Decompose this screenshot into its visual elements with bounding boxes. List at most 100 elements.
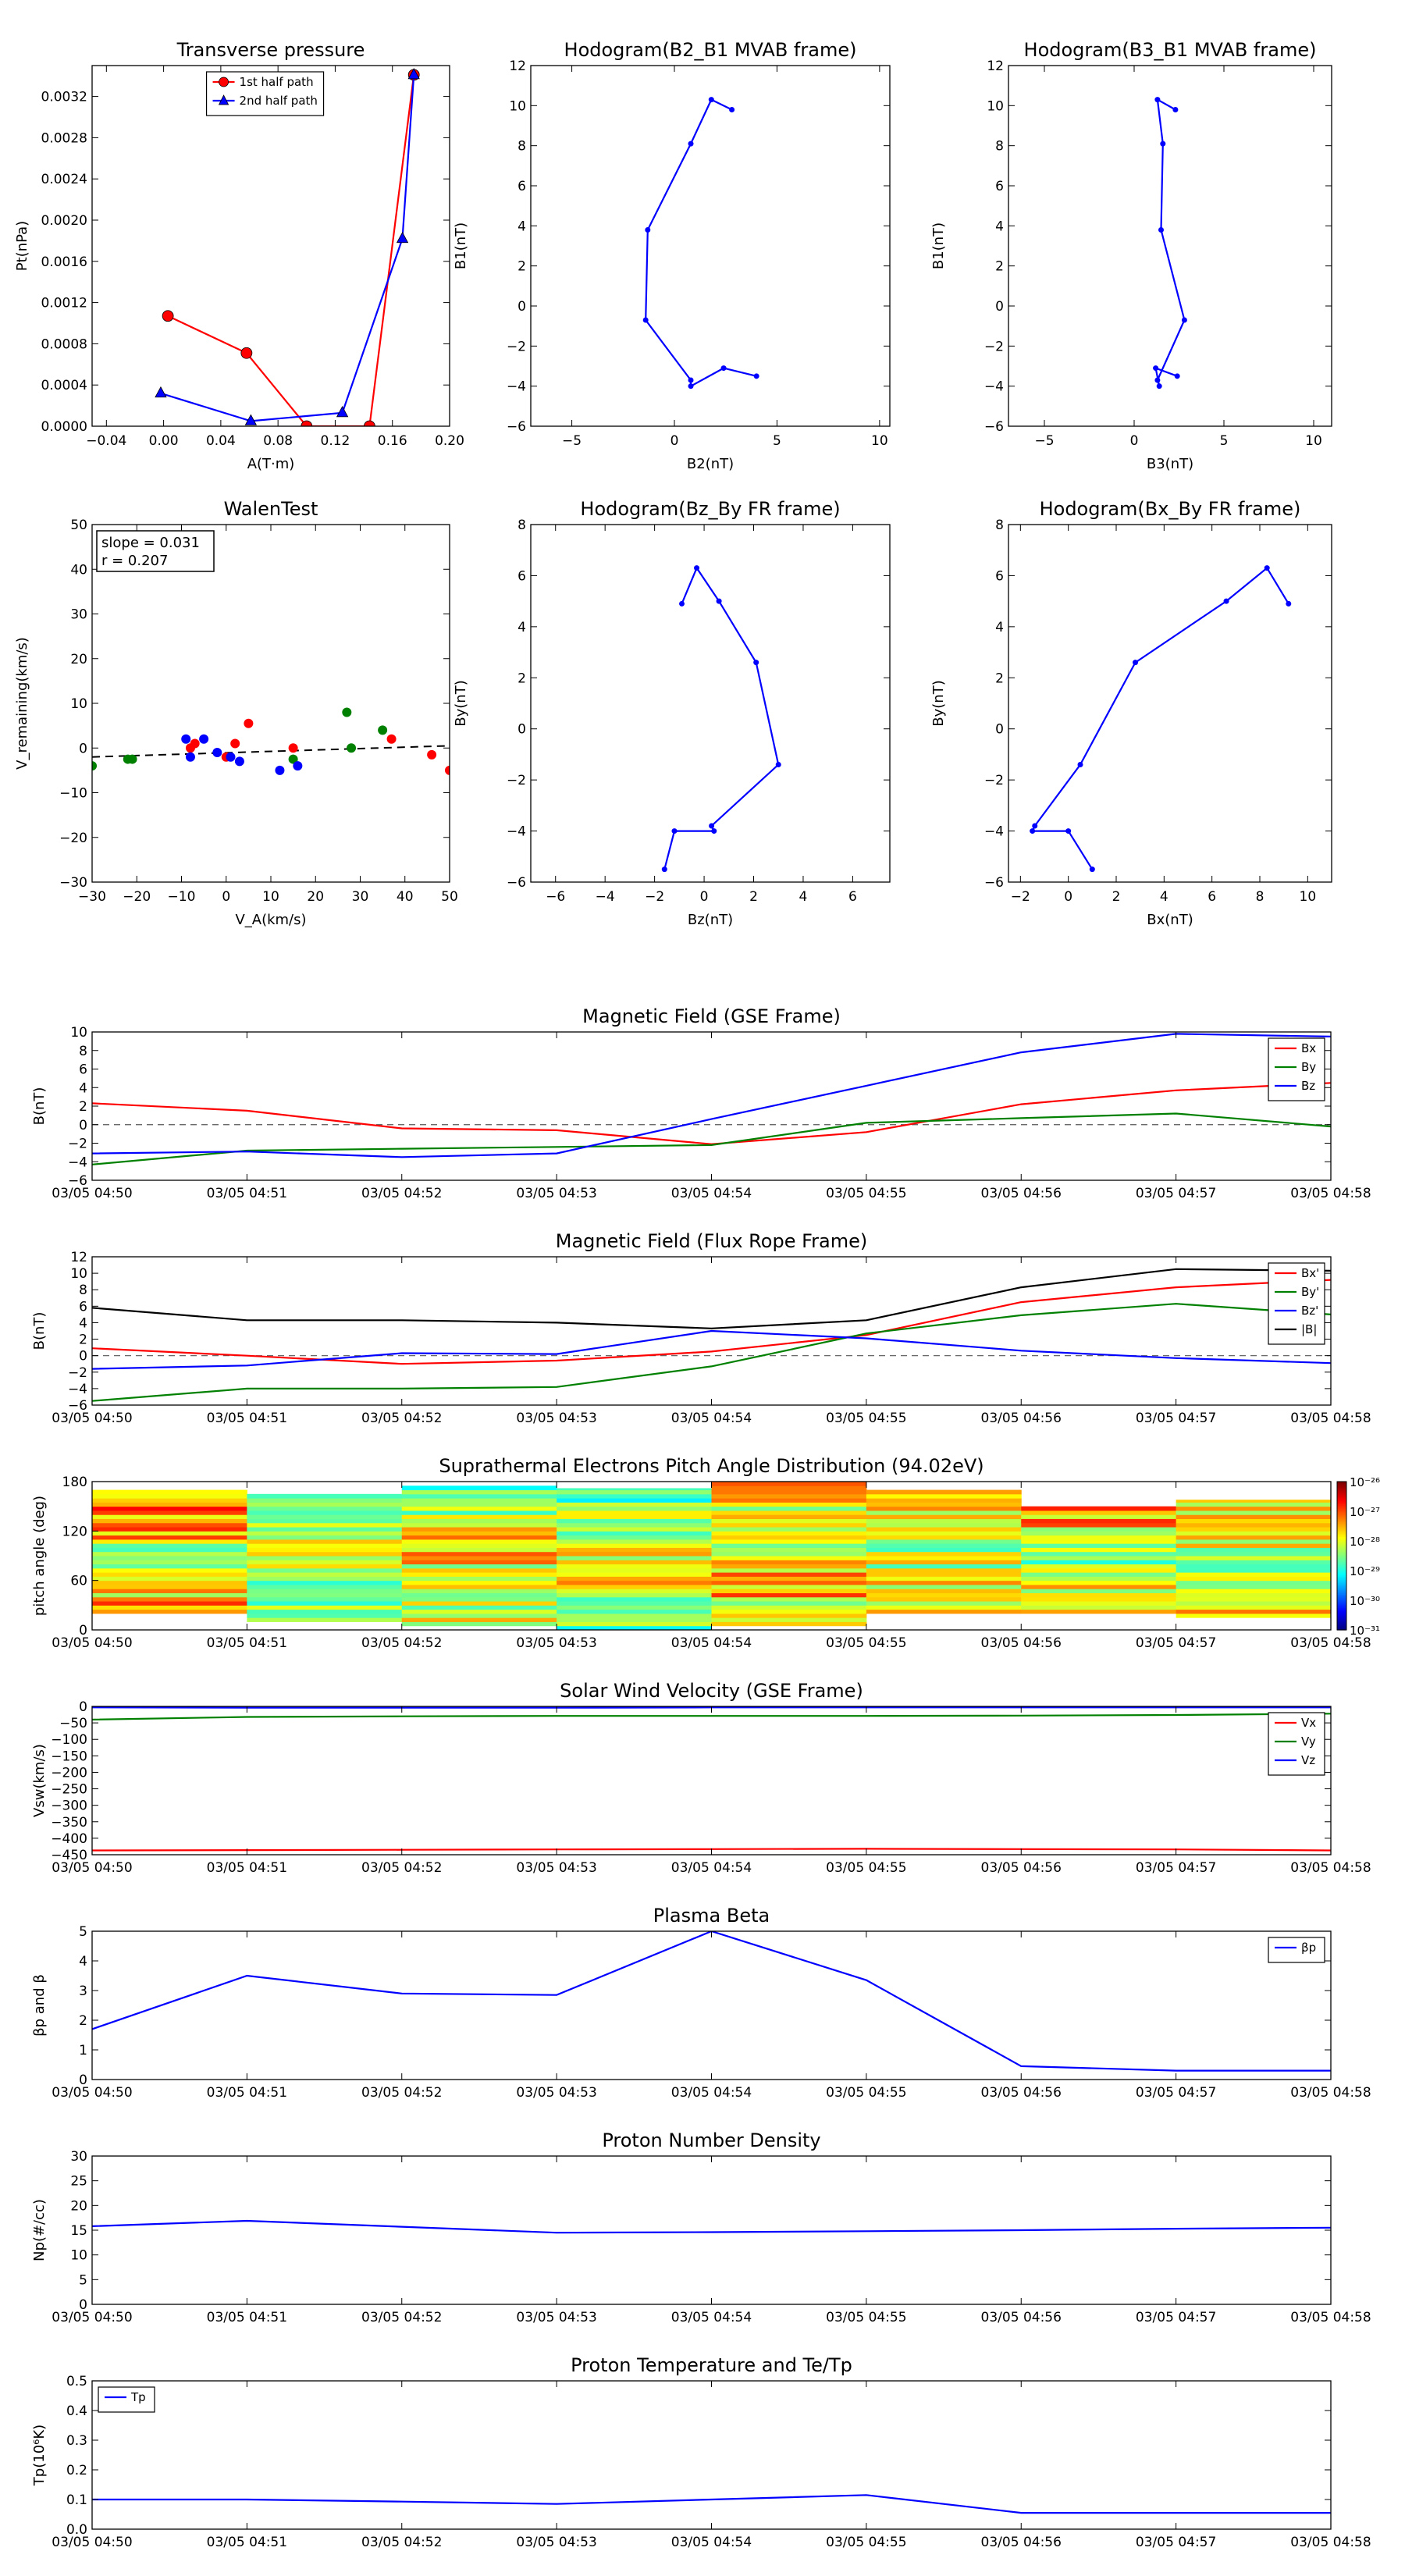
colorbar-step <box>1337 1505 1346 1507</box>
colorbar-step <box>1337 1576 1346 1579</box>
x-tick-label: 03/05 04:56 <box>981 1186 1062 1201</box>
heatmap-cell <box>866 1547 1022 1553</box>
heatmap-cell <box>1176 1506 1331 1511</box>
heatmap-cell <box>401 1601 557 1606</box>
heatmap-cell <box>1021 1576 1177 1582</box>
chart-hodogram-b3-b1: Hodogram(B3_B1 MVAB frame) −6 −4 −2 0 2 4 6 8 10 1… <box>930 39 1332 472</box>
heatmap-cell <box>92 1551 247 1557</box>
x-tick-label: 03/05 04:54 <box>671 1635 752 1651</box>
colorbar-frame <box>1336 1481 1347 1631</box>
data-point <box>1174 373 1180 379</box>
data-point <box>396 231 409 244</box>
scatter-point <box>378 725 388 735</box>
colorbar-step <box>1337 1511 1346 1514</box>
heatmap-cell <box>401 1527 557 1532</box>
x-tick-label: 03/05 04:55 <box>826 2085 906 2101</box>
y-tick-label: 30 <box>70 2149 87 2165</box>
x-tick-label: 03/05 04:57 <box>1136 1411 1216 1426</box>
data-point <box>364 420 375 426</box>
x-tick-label: 03/05 04:53 <box>516 2085 596 2101</box>
heatmap-cell <box>557 1617 712 1622</box>
y-axis-label: B(nT) <box>31 1312 48 1350</box>
x-tick-label: −10 <box>168 889 196 905</box>
x-tick-label: 03/05 04:50 <box>52 2535 132 2550</box>
y-tick-label: −100 <box>51 1732 87 1748</box>
y-tick-label: −450 <box>51 1848 87 1863</box>
colorbar-step <box>1337 1485 1346 1489</box>
legend: Bx' By' Bz' |B| <box>1268 1262 1325 1345</box>
heatmap-cell <box>866 1527 1022 1532</box>
heatmap-cell <box>247 1543 403 1548</box>
colorbar-step <box>1337 1499 1346 1502</box>
data-point <box>407 68 420 80</box>
heatmap-cell <box>1176 1564 1331 1569</box>
heatmap-cell <box>1021 1551 1177 1557</box>
heatmap-cell <box>92 1576 247 1582</box>
y-axis-label: Tp(10⁶K) <box>31 2425 48 2486</box>
heatmap-cell <box>866 1576 1022 1582</box>
data-point <box>1154 97 1161 103</box>
y-tick-label: 8 <box>995 139 1004 155</box>
axes-frame <box>91 2380 1332 2530</box>
heatmap-cell <box>401 1514 557 1519</box>
heatmap-cell <box>1021 1601 1177 1606</box>
y-tick-label: 3 <box>79 1984 87 1999</box>
colorbar-label: 10⁻³⁰ <box>1350 1594 1380 1608</box>
colorbar-step <box>1337 1615 1346 1617</box>
heatmap-cell <box>557 1493 712 1499</box>
heatmap-cell <box>92 1518 247 1524</box>
heatmap-cell <box>557 1502 712 1507</box>
colorbar-step <box>1337 1603 1346 1606</box>
colorbar-step <box>1337 1523 1346 1525</box>
colorbar-step <box>1337 1520 1346 1522</box>
colorbar-label: 10⁻²⁹ <box>1350 1564 1380 1578</box>
y-tick-label: 10 <box>70 696 87 712</box>
heatmap-cell <box>92 1531 247 1536</box>
y-axis-label: By(nT) <box>453 680 469 726</box>
heatmap-cell <box>401 1489 557 1495</box>
x-tick-label: 2 <box>749 889 758 905</box>
heatmap-cell <box>557 1498 712 1503</box>
y-tick-label: 0.3 <box>66 2433 87 2449</box>
x-tick-label: 03/05 04:57 <box>1136 2535 1216 2550</box>
scatter-point <box>342 707 352 717</box>
x-tick-label: 03/05 04:52 <box>361 1186 442 1201</box>
x-tick-label: 03/05 04:52 <box>361 2085 442 2101</box>
x-axis-label: B3(nT) <box>1147 456 1193 472</box>
heatmap-cell <box>866 1510 1022 1515</box>
y-tick-label: 4 <box>518 620 526 635</box>
x-tick-label: 03/05 04:56 <box>981 1411 1062 1426</box>
y-axis-label: B1(nT) <box>453 222 469 269</box>
chart-title: Magnetic Field (Flux Rope Frame) <box>556 1230 867 1252</box>
plot-area <box>92 1931 1331 2072</box>
y-tick-label: 2 <box>995 259 1004 275</box>
heatmap-cell <box>247 1609 403 1614</box>
data-point <box>1030 828 1036 834</box>
plot-area <box>661 565 781 873</box>
series-line-B <box>92 1268 1331 1329</box>
colorbar-step <box>1337 1594 1346 1596</box>
heatmap-cell <box>1176 1567 1331 1573</box>
y-tick-label: 4 <box>995 620 1004 635</box>
scatter-point <box>185 752 195 762</box>
y-tick-label: −6 <box>984 875 1004 891</box>
legend-label: βp <box>1301 1941 1316 1955</box>
y-tick-label: 20 <box>70 2198 87 2214</box>
x-axis-label: V_A(km/s) <box>235 912 306 928</box>
y-tick-label: 0 <box>79 1349 87 1364</box>
x-tick-label: 4 <box>1160 889 1168 905</box>
colorbar-step <box>1337 1621 1346 1624</box>
heatmap-cell <box>247 1556 403 1560</box>
y-tick-label: 12 <box>509 59 526 74</box>
y-tick-label: −4 <box>507 824 526 840</box>
x-tick-label: −2 <box>645 889 664 905</box>
annotation-box <box>96 530 215 572</box>
x-tick-label: 03/05 04:57 <box>1136 2310 1216 2325</box>
data-point <box>688 383 694 390</box>
y-tick-label: 6 <box>518 568 526 584</box>
heatmap-cell <box>92 1564 247 1569</box>
axes-frame <box>91 524 450 883</box>
heatmap-cell <box>247 1498 403 1503</box>
x-tick-label: 03/05 04:56 <box>981 2310 1062 2325</box>
y-axis-label: Pt(nPa) <box>14 221 30 271</box>
